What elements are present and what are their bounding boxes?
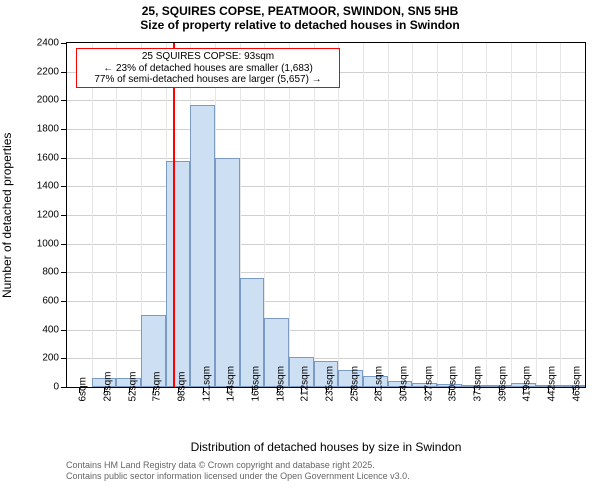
y-tick-label: 1600 bbox=[26, 152, 59, 163]
y-tick bbox=[61, 330, 66, 331]
histogram-bar bbox=[190, 105, 215, 387]
callout-line-2: ← 23% of detached houses are smaller (1,… bbox=[81, 63, 335, 75]
footer-line-1: Contains HM Land Registry data © Crown c… bbox=[66, 460, 410, 471]
histogram-bar bbox=[215, 158, 240, 387]
y-tick-label: 2000 bbox=[26, 95, 59, 106]
y-tick-label: 400 bbox=[26, 324, 59, 335]
gridline-v bbox=[116, 43, 117, 387]
gridline-h bbox=[67, 244, 585, 245]
property-marker-line bbox=[173, 43, 175, 387]
plot-area bbox=[66, 42, 586, 388]
y-tick bbox=[61, 100, 66, 101]
gridline-h bbox=[67, 158, 585, 159]
gridline-h bbox=[67, 301, 585, 302]
y-tick-label: 1000 bbox=[26, 238, 59, 249]
y-tick bbox=[61, 301, 66, 302]
footer-text: Contains HM Land Registry data © Crown c… bbox=[66, 460, 410, 482]
y-axis-label: Number of detached properties bbox=[0, 42, 20, 388]
title-line-1: 25, SQUIRES COPSE, PEATMOOR, SWINDON, SN… bbox=[0, 4, 600, 18]
gridline-h bbox=[67, 272, 585, 273]
y-tick-label: 2200 bbox=[26, 66, 59, 77]
gridline-v bbox=[412, 43, 413, 387]
footer-line-2: Contains public sector information licen… bbox=[66, 471, 410, 482]
y-tick bbox=[61, 215, 66, 216]
y-tick bbox=[61, 244, 66, 245]
histogram-bar bbox=[166, 161, 191, 387]
gridline-v bbox=[92, 43, 93, 387]
y-tick-label: 600 bbox=[26, 296, 59, 307]
gridline-h bbox=[67, 129, 585, 130]
gridline-v bbox=[511, 43, 512, 387]
gridline-v bbox=[486, 43, 487, 387]
gridline-h bbox=[67, 186, 585, 187]
callout-line-3: 77% of semi-detached houses are larger (… bbox=[81, 74, 335, 86]
gridline-v bbox=[536, 43, 537, 387]
gridline-v bbox=[338, 43, 339, 387]
gridline-v bbox=[560, 43, 561, 387]
y-tick-label: 1400 bbox=[26, 181, 59, 192]
y-tick bbox=[61, 272, 66, 273]
y-tick-label: 1800 bbox=[26, 124, 59, 135]
title-line-2: Size of property relative to detached ho… bbox=[0, 18, 600, 32]
y-tick-label: 800 bbox=[26, 267, 59, 278]
y-tick bbox=[61, 129, 66, 130]
gridline-v bbox=[363, 43, 364, 387]
y-tick-label: 0 bbox=[26, 382, 59, 393]
gridline-h bbox=[67, 215, 585, 216]
callout-line-1: 25 SQUIRES COPSE: 93sqm bbox=[81, 51, 335, 63]
gridline-v bbox=[289, 43, 290, 387]
y-tick-label: 200 bbox=[26, 353, 59, 364]
chart-container: 25, SQUIRES COPSE, PEATMOOR, SWINDON, SN… bbox=[0, 0, 600, 500]
y-tick-label: 1200 bbox=[26, 210, 59, 221]
gridline-v bbox=[388, 43, 389, 387]
y-tick bbox=[61, 158, 66, 159]
title-block: 25, SQUIRES COPSE, PEATMOOR, SWINDON, SN… bbox=[0, 4, 600, 33]
gridline-h bbox=[67, 100, 585, 101]
y-tick bbox=[61, 387, 66, 388]
gridline-v bbox=[314, 43, 315, 387]
y-tick-label: 2400 bbox=[26, 38, 59, 49]
x-axis-label: Distribution of detached houses by size … bbox=[66, 440, 586, 454]
y-tick bbox=[61, 72, 66, 73]
y-tick bbox=[61, 358, 66, 359]
gridline-v bbox=[462, 43, 463, 387]
gridline-v bbox=[437, 43, 438, 387]
y-tick bbox=[61, 186, 66, 187]
y-tick bbox=[61, 43, 66, 44]
callout-box: 25 SQUIRES COPSE: 93sqm ← 23% of detache… bbox=[76, 48, 340, 88]
